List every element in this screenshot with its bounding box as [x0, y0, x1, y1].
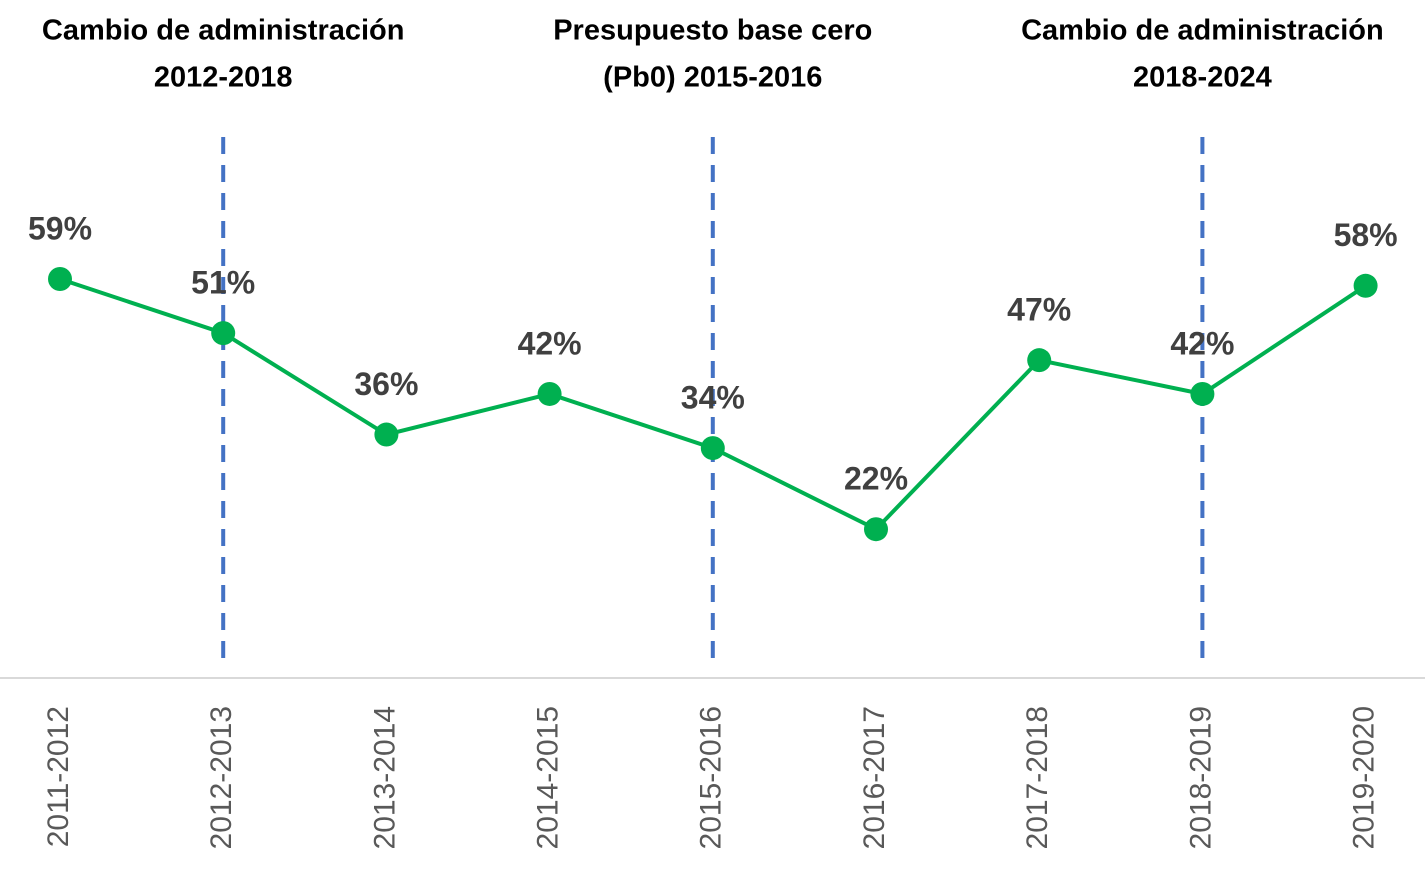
value-label: 34% — [681, 380, 745, 416]
value-label: 42% — [1170, 325, 1234, 361]
data-point — [864, 517, 888, 542]
x-tick-label: 2011-2012 — [42, 706, 75, 847]
data-point — [537, 381, 562, 406]
x-tick-label: 2019-2020 — [1348, 706, 1381, 849]
data-point — [211, 321, 236, 346]
annotation-text: Presupuesto base cero — [553, 15, 872, 47]
data-point — [1027, 348, 1052, 373]
data-point — [700, 436, 725, 461]
x-tick-label: 2012-2013 — [205, 706, 238, 849]
value-label: 58% — [1334, 217, 1398, 253]
value-label: 42% — [518, 325, 582, 361]
x-tick-label: 2013-2014 — [368, 706, 401, 849]
annotation-text: Cambio de administración — [1021, 15, 1384, 47]
value-label: 51% — [191, 265, 255, 301]
value-label: 47% — [1007, 292, 1071, 328]
data-point — [1353, 273, 1378, 298]
x-tick-label: 2017-2018 — [1021, 706, 1054, 849]
annotation-text: (Pb0) 2015-2016 — [603, 62, 822, 94]
value-label: 22% — [844, 461, 908, 497]
data-point — [374, 422, 399, 447]
annotation-text: Cambio de administración — [42, 15, 405, 47]
data-point — [48, 267, 72, 292]
data-point — [1190, 381, 1215, 406]
x-tick-label: 2015-2016 — [695, 706, 728, 849]
x-tick-label: 2014-2015 — [532, 706, 565, 849]
x-tick-label: 2018-2019 — [1184, 706, 1217, 849]
value-label: 59% — [28, 210, 92, 246]
x-tick-label: 2016-2017 — [858, 706, 891, 849]
annotation-text: 2018-2024 — [1133, 62, 1272, 94]
value-label: 36% — [354, 366, 418, 402]
annotation-text: 2012-2018 — [154, 62, 293, 94]
